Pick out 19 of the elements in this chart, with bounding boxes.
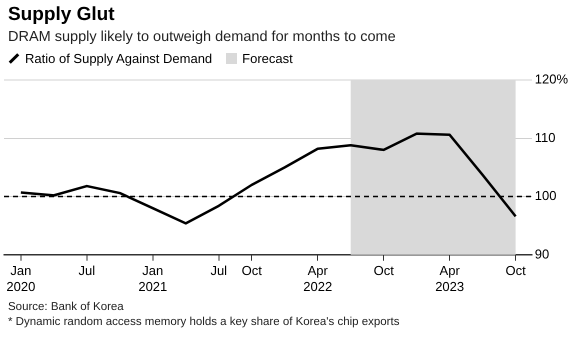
x-tick-label: Jul [210, 263, 228, 278]
x-tick-label: Apr 2022 [303, 263, 332, 294]
x-tick-label: Jan 2021 [138, 263, 168, 294]
x-tick-label: Oct [374, 263, 394, 278]
x-tick-label: Jan 2020 [6, 263, 36, 294]
source-note: Source: Bank of Korea [8, 300, 125, 315]
x-tick-label: Jul [78, 263, 96, 278]
y-tick-label: 120% [534, 72, 568, 87]
text: * Dynamic random access memory holds a key share of Korea's chip exports [8, 315, 400, 330]
legend-label: Ratio of Supply Against Demand [25, 51, 212, 66]
y-tick-label: 110 [534, 130, 556, 145]
y-tick-label: 90 [534, 246, 550, 262]
x-tick-label: Oct [506, 263, 526, 278]
x-tick-label: Apr 2023 [435, 263, 464, 294]
chart-subtitle: DRAM supply likely to outweigh demand for months to come [8, 29, 396, 45]
y-tick-label: 100 [534, 188, 556, 204]
x-tick-label: Oct [242, 263, 262, 278]
legend-label: Forecast [242, 51, 293, 66]
chart-title: Supply Glut [8, 4, 115, 26]
